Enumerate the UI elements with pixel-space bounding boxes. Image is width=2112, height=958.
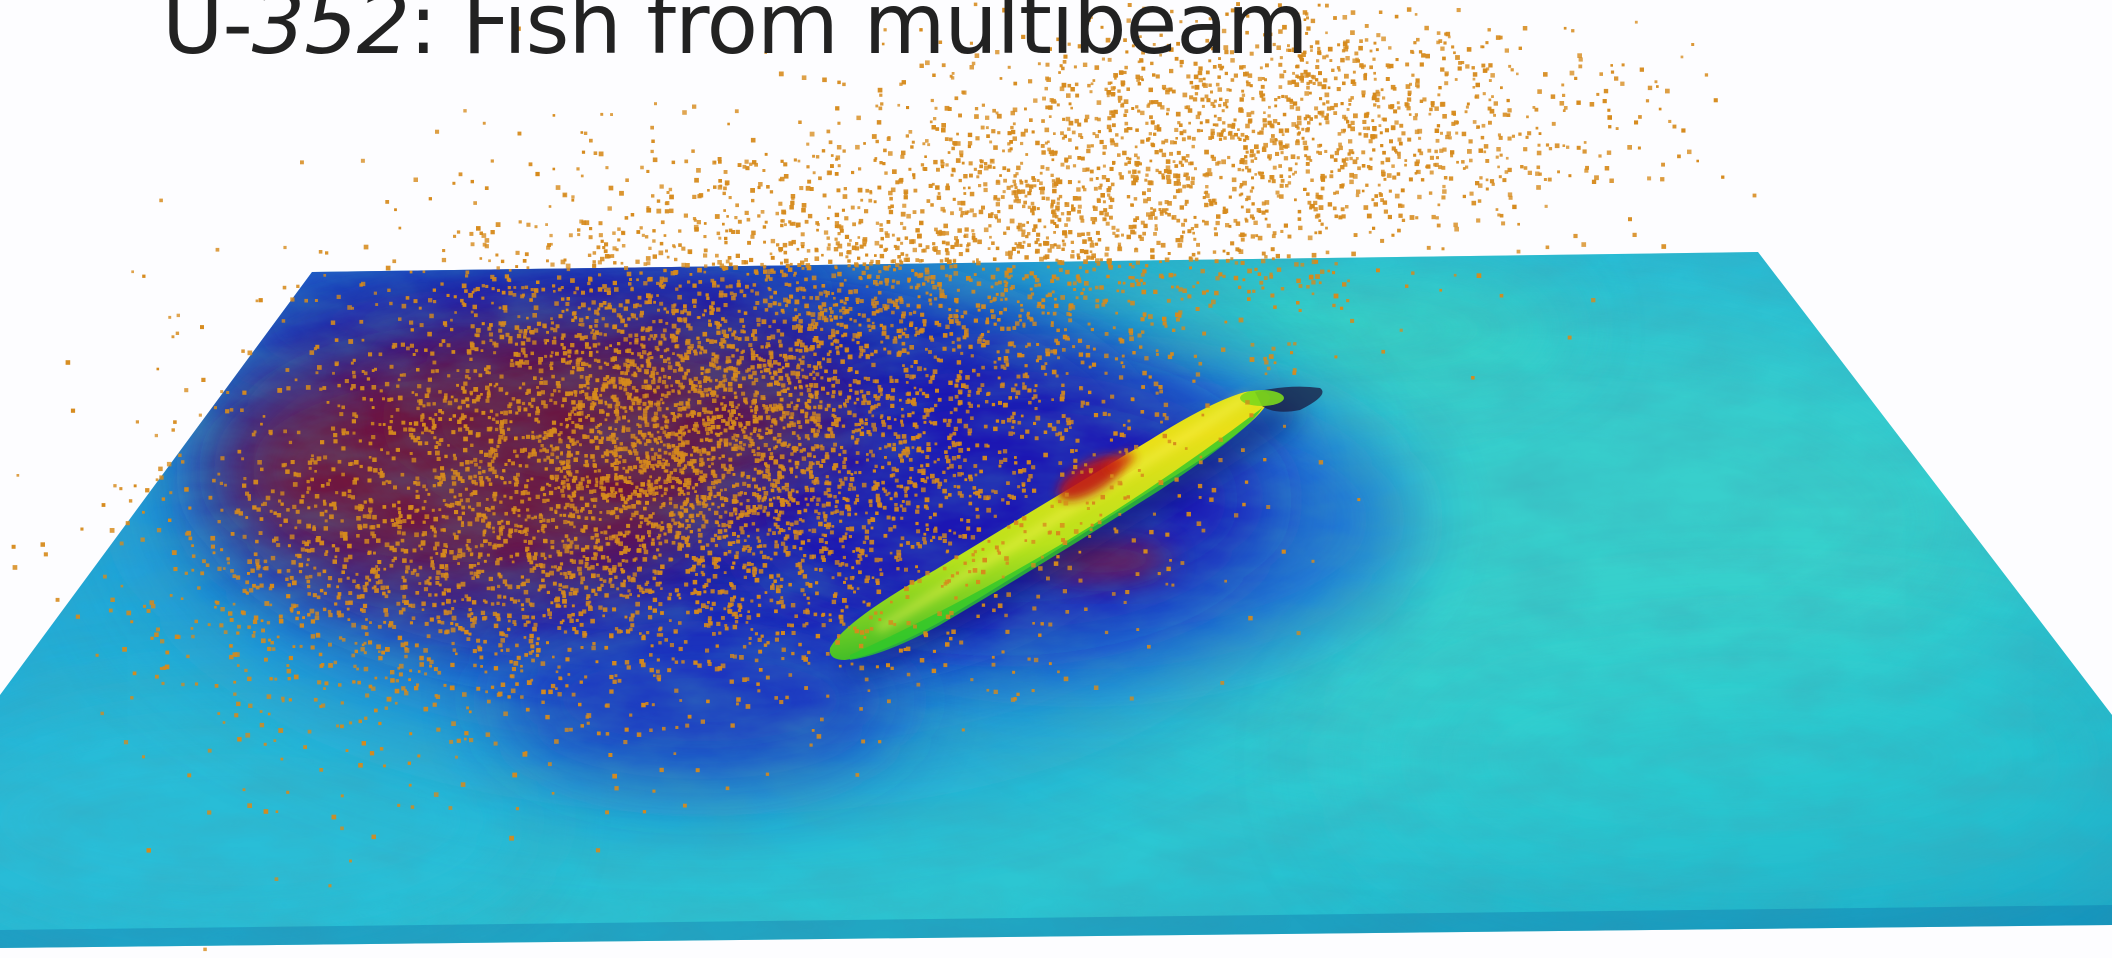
title-rest: : Fish from multibeam <box>409 0 1308 73</box>
title-prefix: U- <box>162 0 253 73</box>
title-number: 352 <box>251 0 410 73</box>
wreck-highlight <box>876 394 1249 632</box>
submarine-wreck <box>829 386 1323 675</box>
fish-point-cloud <box>11 2 1757 952</box>
slide-title: U-352: Fish from multibeam <box>162 0 1309 74</box>
